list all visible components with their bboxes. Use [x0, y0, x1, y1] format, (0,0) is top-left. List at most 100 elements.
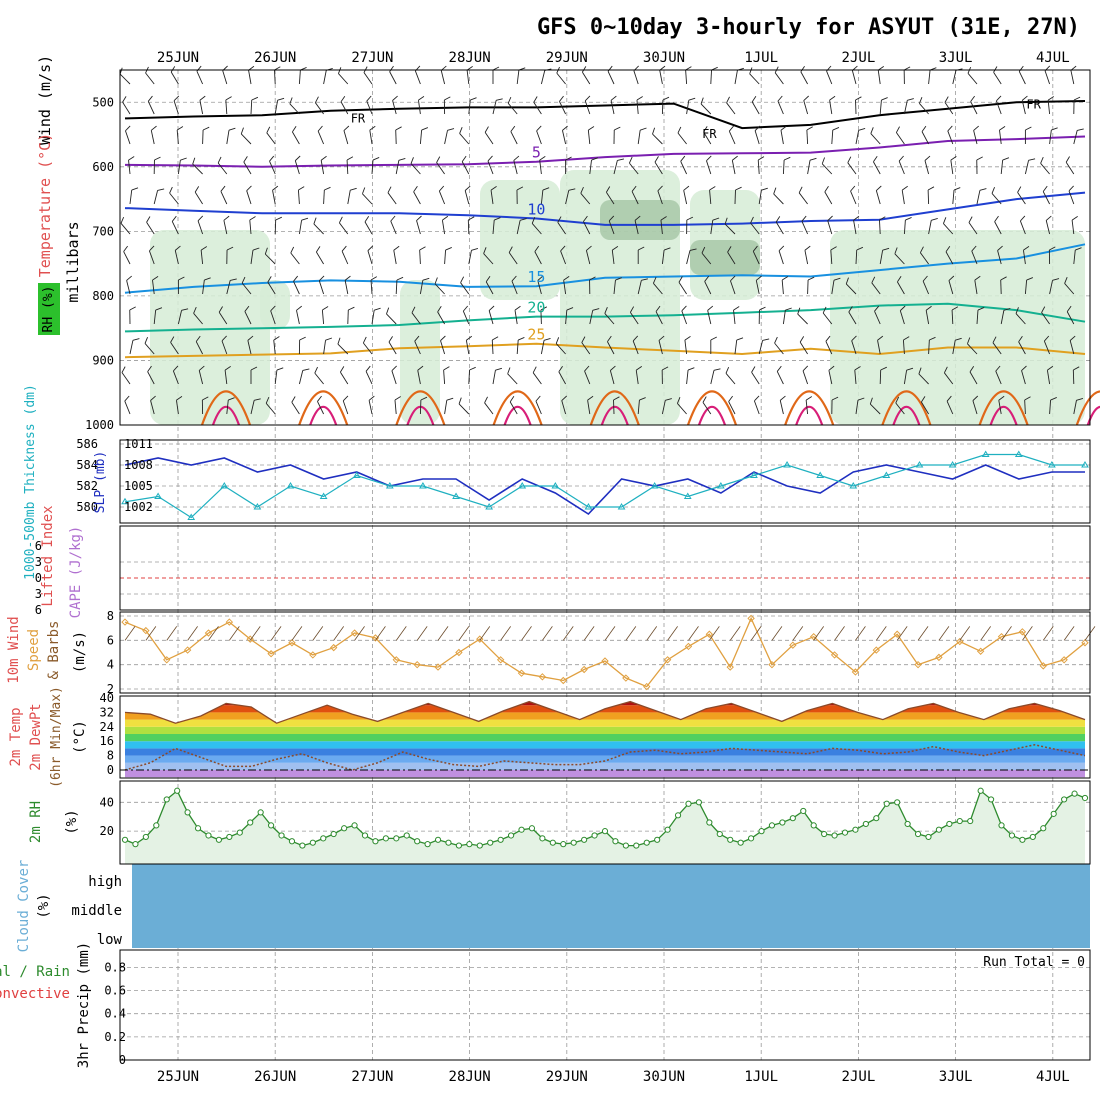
thickness-point: [286, 482, 295, 489]
wind-barb-flag: [289, 97, 293, 104]
wind-barb: [296, 305, 303, 325]
wind-barb-flag: [580, 186, 584, 194]
wind-barb: [314, 366, 324, 385]
wind-barb-staff: [410, 163, 421, 175]
wind-barb-staff: [580, 192, 591, 205]
wind-barb-staff: [928, 220, 932, 235]
wind-barb-flag: [394, 396, 401, 401]
rh2m-point: [236, 829, 243, 836]
wind-barb-flag: [513, 155, 520, 161]
wind-barb-staff: [364, 221, 373, 235]
wind-barb: [323, 186, 331, 205]
wind-barb-flag: [607, 65, 613, 72]
wind-barb-flag: [1047, 365, 1054, 371]
wind-barb-staff: [434, 283, 445, 295]
wind-barb: [129, 187, 139, 205]
wind-barb-staff: [755, 280, 760, 295]
wind-barb-staff: [440, 70, 446, 85]
wind10-barb: [834, 626, 845, 641]
wind-barb-staff: [1024, 399, 1026, 415]
wind-barb-staff: [634, 220, 639, 235]
axis-label: (%): [64, 809, 80, 834]
wind-barb-flag: [565, 156, 572, 161]
wind-barb-staff: [781, 280, 784, 295]
wind-barb-staff: [195, 341, 204, 355]
wind-barb-flag: [1042, 185, 1048, 192]
wind-barb: [291, 396, 300, 415]
wind-barb-staff: [492, 370, 496, 385]
thickness-point: [816, 471, 825, 478]
wind-barb-staff: [317, 401, 325, 415]
wind-barb-staff: [969, 371, 978, 385]
wind-barb-staff: [555, 343, 566, 355]
wind-barb-staff: [584, 370, 591, 385]
wind-barb-flag: [728, 125, 734, 132]
y-tick-label: 24: [100, 720, 114, 734]
wind-barb-flag: [879, 216, 886, 221]
y-tick-label: 20: [100, 824, 114, 838]
wind-barb-flag: [726, 96, 730, 104]
wind10-point: [329, 643, 338, 652]
wind-barb: [894, 247, 905, 265]
wind-barb: [341, 245, 349, 265]
wind-barb-flag: [1023, 245, 1030, 251]
wind-barb-staff: [775, 221, 784, 235]
wind-barb-flag: [157, 188, 165, 191]
wind-barb-flag: [228, 127, 236, 131]
wind-barb: [710, 336, 718, 354]
wind-barb-staff: [388, 341, 397, 355]
thickness-point: [253, 503, 262, 510]
wind-barb-staff: [654, 161, 663, 175]
wind-barb: [220, 185, 228, 205]
wind-barb-flag: [681, 305, 687, 312]
wind-barb: [854, 366, 861, 385]
wind-barb: [557, 216, 566, 235]
wind-barb-flag: [266, 126, 271, 134]
wind-barb-flag: [1064, 277, 1068, 284]
wind-barb: [389, 65, 397, 85]
wind-barb-flag: [302, 368, 310, 371]
wind-barb: [895, 396, 905, 415]
wind-barb-staff: [1065, 162, 1075, 175]
wind-barb-flag: [173, 95, 180, 102]
wind-barb: [607, 335, 615, 355]
wind-barb-flag: [947, 125, 953, 132]
wind-barb-staff: [613, 280, 616, 295]
wind-barb: [652, 127, 663, 145]
wind-barb: [797, 307, 808, 325]
wind-barb: [491, 336, 499, 355]
wind-barb-staff: [128, 160, 131, 175]
wind-barb-staff: [681, 310, 688, 325]
wind-barb: [246, 185, 252, 205]
wind-barb-flag: [709, 186, 716, 191]
wind-barb: [870, 127, 881, 145]
thickness-point: [319, 492, 328, 499]
wind-barb-staff: [894, 253, 905, 265]
wind-barb-staff: [825, 341, 833, 355]
wind-barb: [317, 125, 325, 145]
wind-barb-flag: [805, 396, 813, 401]
wind-barb-staff: [851, 70, 857, 85]
wind-barb: [369, 125, 376, 145]
wind-barb-staff: [584, 100, 591, 115]
wind-barb-flag: [654, 156, 659, 163]
wind10-point: [455, 648, 463, 657]
panel-frame-li: [119, 525, 1091, 611]
wind-barb-staff: [848, 311, 857, 325]
axis-label: CAPE (J/kg): [68, 526, 84, 619]
wind-barb-flag: [754, 395, 760, 402]
wind-barb-staff: [1023, 250, 1026, 265]
wind-barb: [661, 247, 671, 265]
wind-barb: [871, 276, 881, 295]
thickness-point: [617, 503, 626, 510]
rh2m-point: [1040, 825, 1047, 832]
rh2m-point: [831, 832, 838, 839]
wind10-point: [350, 629, 359, 637]
wind-barb: [418, 95, 425, 115]
wind-barb-staff: [869, 403, 881, 415]
wind-barb: [734, 186, 742, 205]
wind-barb: [991, 187, 1002, 205]
wind-barb: [145, 66, 155, 85]
wind-barb-flag: [370, 276, 378, 281]
wind-barb-flag: [518, 337, 525, 341]
